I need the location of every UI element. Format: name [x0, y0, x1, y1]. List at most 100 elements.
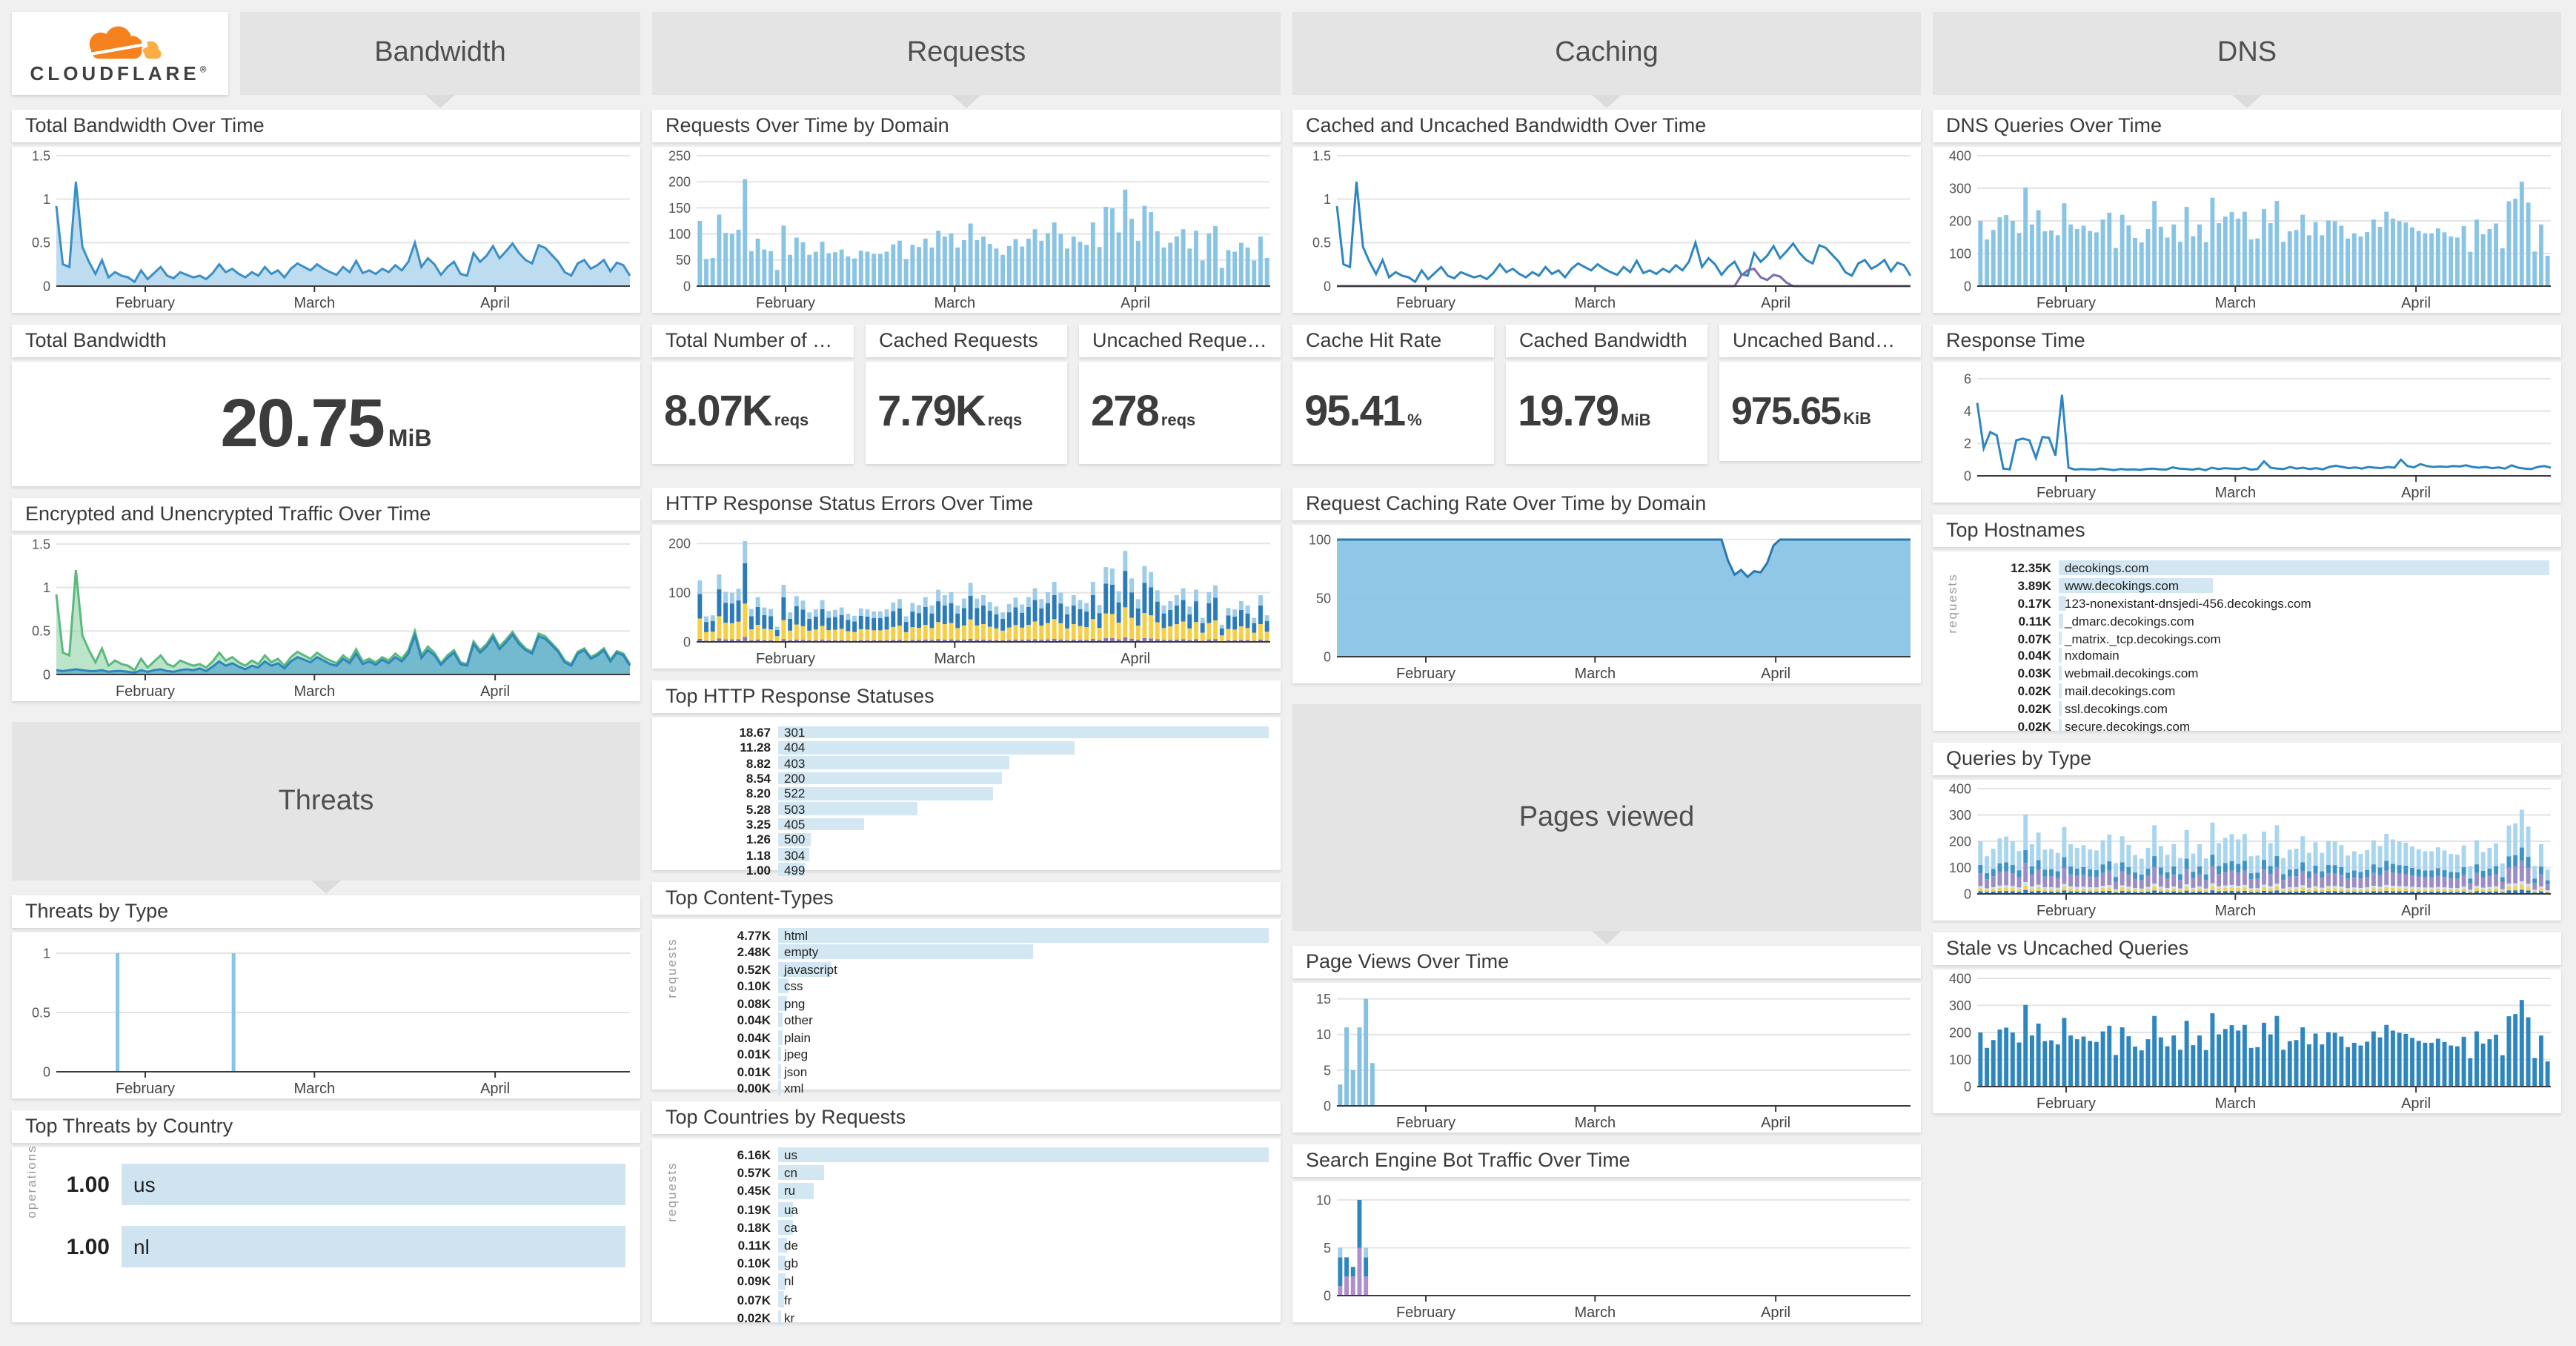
row-bar [778, 741, 1075, 755]
top-threats-list[interactable]: 1.00 us 1.00 nl operations [12, 1144, 640, 1322]
list-item[interactable]: 1.00 499 [717, 862, 1269, 878]
svg-text:0: 0 [43, 667, 50, 682]
list-item[interactable]: 1.00 nl [50, 1221, 625, 1272]
list-item[interactable]: 1.00 us [50, 1159, 625, 1210]
row-bar [778, 1064, 781, 1079]
row-bar [2059, 631, 2062, 646]
row-value: 18.67 [739, 725, 771, 740]
row-bar [778, 802, 917, 815]
list-item[interactable]: 8.20 522 [717, 786, 1269, 801]
section-header-caching: Caching [1292, 12, 1921, 108]
list-item[interactable]: 0.04K other [717, 1012, 1269, 1029]
svg-text:1: 1 [43, 192, 50, 207]
svg-text:50: 50 [1316, 591, 1331, 606]
list-axis-label: requests [1945, 573, 1959, 634]
row-label: ua [784, 1201, 798, 1217]
svg-text:April: April [2401, 295, 2431, 311]
bot-traffic-chart[interactable]: 0 5 10 February March April [1292, 1181, 1921, 1322]
row-value: 0.07K [2017, 631, 2051, 646]
list-item[interactable]: 4.77K html [717, 926, 1269, 944]
list-item[interactable]: 3.89K www.decokings.com [1998, 577, 2549, 594]
list-item[interactable]: 0.02K kr [717, 1308, 1269, 1326]
panel-dns-queries: DNS Queries Over Time 0 100 200 300 400 Febru… [1933, 110, 2561, 313]
row-value: 0.00K [737, 1081, 771, 1096]
list-item[interactable]: 0.02K ssl.decokings.com [1998, 700, 2549, 717]
list-item[interactable]: 18.67 301 [717, 725, 1269, 740]
top-countries-list[interactable]: 6.16K us 0.57K cn 0.45K ru 0.19K ua 0.18K ca 0.11K… [652, 1138, 1281, 1325]
panel-title: Total Bandwidth Over Time [12, 110, 640, 142]
list-item[interactable]: 0.00K xml [717, 1080, 1269, 1097]
row-label: webmail.decokings.com [2065, 666, 2199, 681]
row-bar-area: html [778, 926, 1269, 944]
list-item[interactable]: 0.07K _matrix._tcp.decokings.com [1998, 629, 2549, 647]
row-bar [778, 1183, 814, 1199]
list-item[interactable]: 0.01K json [717, 1063, 1269, 1080]
list-item[interactable]: 0.45K ru [717, 1182, 1269, 1200]
stat-unit: reqs [774, 412, 809, 430]
list-item[interactable]: 0.10K gb [717, 1254, 1269, 1272]
list-item[interactable]: 0.08K png [717, 995, 1269, 1012]
list-item[interactable]: 5.28 503 [717, 801, 1269, 817]
list-item[interactable]: 6.16K us [717, 1146, 1269, 1164]
list-item[interactable]: 0.04K nxdomain [1998, 647, 2549, 665]
list-item[interactable]: 8.54 200 [717, 771, 1269, 786]
list-item[interactable]: 12.35K decokings.com [1998, 559, 2549, 577]
row-value: 0.07K [737, 1292, 771, 1307]
panel-cached-requests: Cached Requests 7.79K reqs [866, 325, 1067, 464]
list-item[interactable]: 0.11K _dmarc.decokings.com [1998, 611, 2549, 629]
list-item[interactable]: 8.82 403 [717, 755, 1269, 771]
list-item[interactable]: 0.57K cn [717, 1164, 1269, 1181]
cached-uncached-bw-chart[interactable]: 0 0.5 1 1.5 February March April [1292, 147, 1921, 313]
list-item[interactable]: 0.02K mail.decokings.com [1998, 682, 2549, 700]
bandwidth-header-row: CLOUDFLARE® Bandwidth [12, 12, 640, 108]
svg-text:February: February [116, 1081, 175, 1097]
list-item[interactable]: 3.25 405 [717, 817, 1269, 832]
http-errors-chart[interactable]: 0 100 200 February March April [652, 525, 1281, 669]
list-item[interactable]: 0.07K fr [717, 1290, 1269, 1308]
threats-by-type-chart[interactable]: 0 0.5 1 February March April [12, 932, 640, 1098]
svg-text:April: April [1121, 651, 1150, 667]
top-content-types-list[interactable]: 4.77K html 2.48K empty 0.52K javascript 0.10K c… [652, 919, 1281, 1096]
panel-cached-uncached-bw: Cached and Uncached Bandwidth Over Time … [1292, 110, 1921, 313]
list-item[interactable]: 1.18 304 [717, 847, 1269, 863]
list-item[interactable]: 0.10K css [717, 978, 1269, 995]
section-header-requests: Requests [652, 12, 1281, 108]
list-item[interactable]: 0.17K 123-nonexistant-dnsjedi-456.decokin… [1998, 594, 2549, 612]
page-views-chart[interactable]: 0 5 10 15 February March April [1292, 983, 1921, 1133]
list-item[interactable]: 0.09K nl [717, 1273, 1269, 1290]
svg-text:0: 0 [1324, 1098, 1331, 1113]
row-bar [778, 1219, 793, 1235]
row-bar-area: cn [778, 1164, 1269, 1181]
list-item[interactable]: 0.52K javascript [717, 961, 1269, 978]
stale-uncached-chart[interactable]: 0 100 200 300 400 February March April [1933, 969, 2561, 1113]
list-item[interactable]: 0.19K ua [717, 1200, 1269, 1218]
svg-text:April: April [1761, 1304, 1790, 1321]
panel-queries-by-type: Queries by Type 0 100 200 300 400 February Mar… [1933, 743, 2561, 921]
list-item[interactable]: 0.02K secure.decokings.com [1998, 717, 2549, 735]
top-hostnames-list[interactable]: 12.35K decokings.com 3.89K www.decokings.co… [1933, 551, 2561, 734]
list-item[interactable]: 0.03K webmail.decokings.com [1998, 665, 2549, 683]
list-item[interactable]: 0.18K ca [717, 1219, 1269, 1236]
row-value: 0.11K [737, 1238, 771, 1253]
total-bandwidth-chart[interactable]: 0 0.5 1 1.5 February March April [12, 147, 640, 313]
list-item[interactable]: 0.11K de [717, 1236, 1269, 1254]
requests-over-time-chart[interactable]: 0 50 100 150 200 250 February March April [652, 147, 1281, 313]
queries-by-type-chart[interactable]: 0 100 200 300 400 February March April [1933, 780, 2561, 921]
stat-value: 975.65 [1731, 388, 1842, 433]
list-item[interactable]: 1.26 500 [717, 832, 1269, 847]
list-item[interactable]: 11.28 404 [717, 740, 1269, 756]
list-item[interactable]: 0.01K jpeg [717, 1046, 1269, 1063]
top-http-statuses-list[interactable]: 18.67 301 11.28 404 8.82 403 8.54 200 8.20 522 5.2… [652, 717, 1281, 878]
svg-text:250: 250 [668, 148, 691, 163]
list-item[interactable]: 2.48K empty [717, 944, 1269, 961]
row-bar [778, 978, 789, 994]
svg-text:March: March [294, 1081, 336, 1097]
row-bar-area: nxdomain [2059, 647, 2549, 665]
response-time-chart[interactable]: 0 2 4 6 February March April [1933, 362, 2561, 503]
request-caching-rate-chart[interactable]: 0 50 100 February March April [1292, 525, 1921, 683]
row-value: 1.26 [746, 832, 771, 847]
list-item[interactable]: 0.04K plain [717, 1029, 1269, 1046]
encrypted-traffic-chart[interactable]: 0 0.5 1 1.5 February March April [12, 535, 640, 701]
dns-queries-chart[interactable]: 0 100 200 300 400 February March April [1933, 147, 2561, 313]
panel-threats-by-type: Threats by Type 0 0.5 1 February March April [12, 895, 640, 1098]
